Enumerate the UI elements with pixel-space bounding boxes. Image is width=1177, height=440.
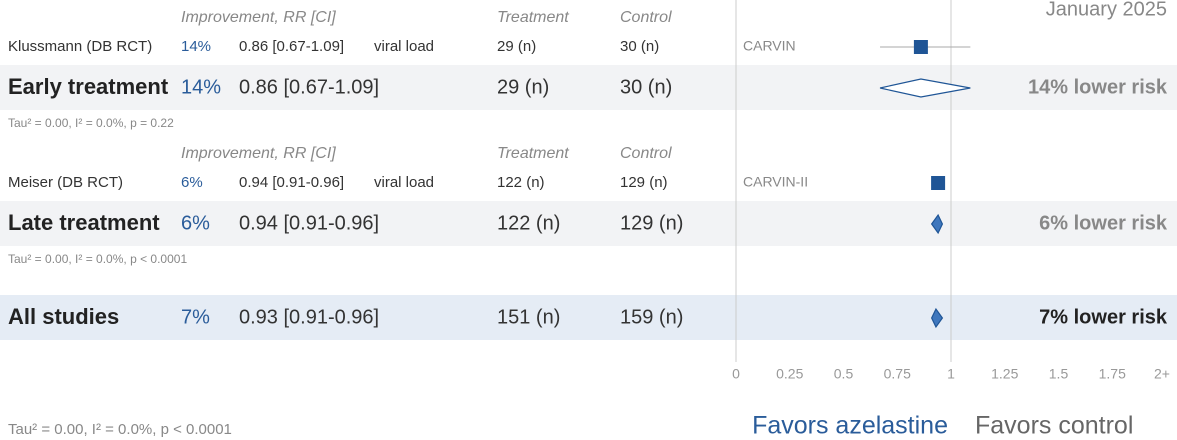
control-n: 30 (n) [620, 38, 659, 55]
treatment-n: 151 (n) [497, 306, 560, 328]
outcome: viral load [374, 38, 434, 55]
control-n: 129 (n) [620, 212, 683, 234]
control-n: 129 (n) [620, 174, 668, 191]
trial-name: CARVIN-II [743, 174, 808, 190]
summary-name: Late treatment [8, 210, 160, 235]
column-header: Treatment [497, 9, 569, 26]
summary-name: Early treatment [8, 74, 169, 99]
improvement: 6% [181, 174, 203, 191]
rr-ci: 0.86 [0.67-1.09] [239, 38, 344, 55]
x-tick-label: 0.25 [776, 366, 803, 382]
trial-name: CARVIN [743, 38, 796, 54]
control-n: 159 (n) [620, 306, 683, 328]
summary-band [0, 201, 1177, 246]
outcome: viral load [374, 174, 434, 191]
study-square [913, 40, 928, 54]
treatment-n: 29 (n) [497, 76, 549, 98]
summary-band [0, 65, 1177, 110]
study-name: Meiser (DB RCT) [8, 174, 123, 191]
favors-left: Favors azelastine [752, 412, 948, 440]
column-header: Improvement, RR [CI] [181, 145, 336, 162]
treatment-n: 29 (n) [497, 38, 536, 55]
x-tick-label: 0.75 [884, 366, 911, 382]
improvement: 14% [181, 76, 221, 98]
risk-summary: 6% lower risk [1039, 212, 1168, 234]
x-tick-label: 1.75 [1099, 366, 1126, 382]
heterogeneity-stats: Tau² = 0.00, I² = 0.0%, p < 0.0001 [8, 252, 187, 266]
x-tick-label: 2+ [1154, 366, 1170, 382]
treatment-n: 122 (n) [497, 174, 545, 191]
x-tick-label: 1.5 [1049, 366, 1069, 382]
date: January 2025 [1046, 0, 1167, 20]
x-tick-label: 0.5 [834, 366, 854, 382]
risk-summary: 14% lower risk [1028, 76, 1168, 98]
summary-band [0, 295, 1177, 340]
summary-name: All studies [8, 304, 119, 329]
x-tick-label: 1 [947, 366, 955, 382]
column-header: Control [620, 145, 672, 162]
rr-ci: 0.94 [0.91-0.96] [239, 174, 344, 191]
study-name: Klussmann (DB RCT) [8, 38, 152, 55]
x-tick-label: 0 [732, 366, 740, 382]
risk-summary: 7% lower risk [1039, 306, 1168, 328]
study-square [931, 176, 946, 190]
rr-ci: 0.93 [0.91-0.96] [239, 306, 379, 328]
rr-ci: 0.94 [0.91-0.96] [239, 212, 379, 234]
x-tick-label: 1.25 [991, 366, 1018, 382]
column-header: Treatment [497, 145, 569, 162]
column-header: Control [620, 9, 672, 26]
improvement: 14% [181, 38, 211, 55]
favors-right: Favors control [975, 412, 1133, 440]
overall-stats: Tau² = 0.00, I² = 0.0%, p < 0.0001 [8, 421, 232, 438]
summary-diamond [879, 78, 971, 98]
heterogeneity-stats: Tau² = 0.00, I² = 0.0%, p = 0.22 [8, 116, 174, 130]
summary-diamond [930, 213, 944, 235]
improvement: 6% [181, 212, 210, 234]
treatment-n: 122 (n) [497, 212, 560, 234]
rr-ci: 0.86 [0.67-1.09] [239, 76, 379, 98]
column-header: Improvement, RR [CI] [181, 9, 336, 26]
control-n: 30 (n) [620, 76, 672, 98]
improvement: 7% [181, 306, 210, 328]
summary-diamond [930, 307, 944, 329]
